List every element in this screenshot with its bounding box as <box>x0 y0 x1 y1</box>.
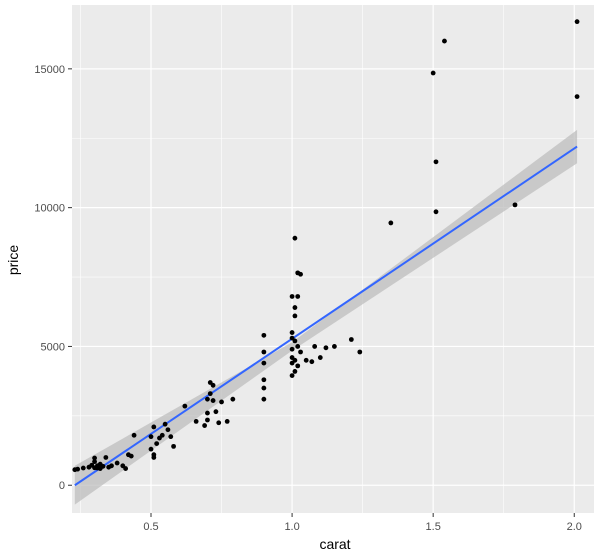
data-point <box>261 377 267 383</box>
data-point <box>100 463 106 469</box>
data-point <box>292 369 298 374</box>
data-point <box>430 70 436 76</box>
y-tick-label: 15000 <box>34 64 65 76</box>
x-axis-ticks: 0.5 1.0 1.5 2.0 <box>143 513 582 533</box>
x-axis-title: carat <box>319 536 350 552</box>
data-point <box>292 357 298 363</box>
data-point <box>332 344 337 349</box>
minor-gridlines <box>72 5 594 513</box>
data-point <box>317 355 323 360</box>
data-point <box>292 235 298 241</box>
data-point <box>165 427 171 433</box>
data-point <box>289 346 295 352</box>
data-point <box>289 373 295 378</box>
data-point <box>295 363 301 369</box>
data-point <box>261 360 267 366</box>
data-point <box>433 159 439 165</box>
data-point <box>289 294 295 299</box>
data-point <box>202 423 208 428</box>
data-point <box>512 202 518 208</box>
data-point <box>230 396 236 402</box>
trend-line <box>74 145 578 487</box>
data-point <box>128 453 134 459</box>
y-tick-label: 0 <box>59 480 65 492</box>
data-point <box>148 446 154 452</box>
data-point <box>292 338 298 344</box>
data-point <box>109 463 114 469</box>
data-point <box>433 209 439 215</box>
data-point <box>224 418 230 424</box>
data-point <box>123 466 129 471</box>
data-point <box>216 420 222 426</box>
data-point <box>159 432 165 438</box>
data-point <box>261 332 267 338</box>
data-point <box>295 344 301 349</box>
data-point <box>298 349 303 355</box>
data-point <box>207 391 213 397</box>
data-point <box>80 465 86 471</box>
confidence-band <box>74 129 578 505</box>
data-point <box>151 455 157 460</box>
data-point <box>261 396 267 402</box>
data-point <box>388 220 394 226</box>
data-point <box>205 396 210 402</box>
data-point <box>210 398 216 403</box>
data-point <box>574 94 580 100</box>
x-tick-label: 2.0 <box>567 521 582 533</box>
data-point <box>298 271 303 277</box>
data-point <box>205 417 210 423</box>
data-point <box>168 434 174 440</box>
data-point <box>103 455 109 460</box>
data-point <box>75 466 81 472</box>
data-point <box>312 344 318 349</box>
data-point <box>213 409 219 415</box>
data-point <box>151 424 157 430</box>
data-point <box>303 357 309 363</box>
y-tick-label: 5000 <box>41 341 65 353</box>
data-point <box>114 460 120 466</box>
data-points <box>72 19 580 473</box>
data-point <box>193 418 199 424</box>
data-point <box>210 382 216 388</box>
x-tick-label: 1.0 <box>284 521 299 533</box>
y-tick-label: 10000 <box>34 203 65 215</box>
x-tick-label: 1.5 <box>426 521 441 533</box>
data-point <box>574 19 580 25</box>
data-point <box>357 349 363 355</box>
data-point <box>309 359 315 365</box>
y-axis-title: price <box>5 245 21 276</box>
data-point <box>261 349 267 355</box>
y-axis-ticks: 0 5000 10000 15000 <box>34 64 72 492</box>
major-gridlines <box>72 5 594 513</box>
data-point <box>205 410 210 416</box>
data-point <box>323 345 329 351</box>
data-point <box>292 313 298 319</box>
data-point <box>348 337 354 342</box>
data-point <box>289 330 295 335</box>
data-point <box>292 305 298 310</box>
x-tick-label: 0.5 <box>143 521 158 533</box>
data-point <box>162 421 168 427</box>
data-point <box>131 432 137 438</box>
data-point <box>148 434 154 440</box>
data-point <box>171 443 176 449</box>
data-point <box>295 294 301 299</box>
data-point <box>442 38 447 44</box>
data-point <box>182 403 188 409</box>
data-point <box>219 399 224 405</box>
data-point <box>92 459 97 465</box>
data-point <box>154 441 160 447</box>
data-point <box>261 385 267 391</box>
data-point <box>92 455 97 461</box>
